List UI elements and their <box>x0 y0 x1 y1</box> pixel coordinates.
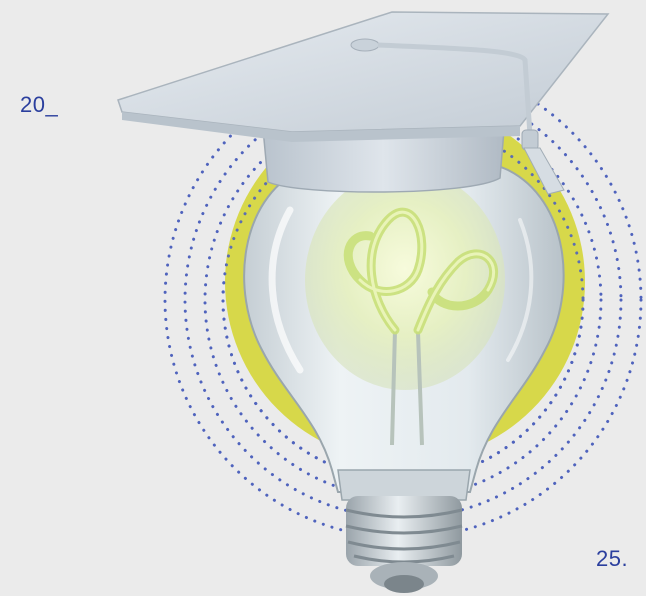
number-label-bottom: 25. <box>596 546 629 571</box>
number-label-top: 20_ <box>20 92 59 117</box>
tassel <box>377 42 565 195</box>
bulb-glow <box>305 170 505 390</box>
screw-base <box>345 496 463 593</box>
cap-board <box>117 11 610 133</box>
